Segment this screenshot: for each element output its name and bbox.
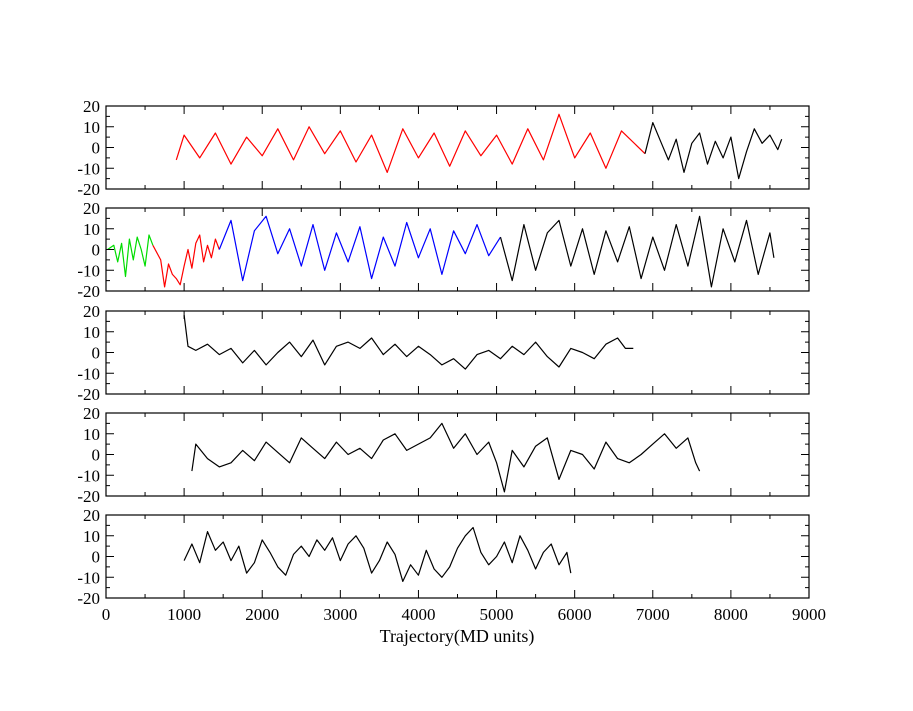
x-tick-label: 1000	[167, 605, 201, 624]
y-tick-label: 20	[83, 302, 100, 321]
panel-5-frame	[105, 514, 810, 599]
x-tick-label: 3000	[323, 605, 357, 624]
panel-1: 20 10 0-10 -20	[77, 97, 810, 199]
y-tick-label: 0	[92, 139, 101, 158]
y-tick-label: 20	[83, 199, 100, 218]
y-tick-label: 0	[92, 548, 101, 567]
panel-2-frame	[105, 207, 810, 292]
panel-2-series-1	[107, 234, 154, 278]
y-tick-label: -10	[77, 159, 100, 178]
y-tick-label: -20	[77, 385, 100, 404]
x-tick-label: 0	[102, 605, 111, 624]
x-tick-label: 2000	[245, 605, 279, 624]
y-tick-label: -20	[77, 282, 100, 301]
panel-2: 20 10 0-10 -20	[77, 199, 810, 301]
panel-1-series-1	[175, 113, 646, 173]
panel-5: 20 10 0-10 -20	[77, 506, 810, 608]
panel-3-series-1	[183, 315, 634, 370]
panel-1-series-2	[644, 121, 783, 180]
panel-2-series-2	[152, 234, 220, 288]
x-tick-label: 7000	[636, 605, 670, 624]
panel-4-series-1	[191, 422, 701, 493]
y-tick-label: 20	[83, 97, 100, 116]
y-tick-label: -20	[77, 589, 100, 608]
y-tick-label: 0	[92, 241, 101, 260]
panel-2-series-4	[499, 215, 775, 288]
panel-3-frame	[105, 310, 810, 395]
y-tick-label: -10	[77, 466, 100, 485]
y-tick-label: 10	[83, 425, 100, 444]
y-tick-label: -10	[77, 261, 100, 280]
y-tick-label: -10	[77, 364, 100, 383]
y-tick-label: 10	[83, 323, 100, 342]
x-axis-label: Trajectory(MD units)	[380, 626, 535, 647]
panel-2-series-3	[218, 215, 502, 282]
x-tick-label: 8000	[714, 605, 748, 624]
panel-3: 20 10 0-10 -20	[77, 302, 810, 404]
y-tick-label: -20	[77, 487, 100, 506]
y-tick-label: 20	[83, 404, 100, 423]
y-tick-label: -20	[77, 180, 100, 199]
y-tick-label: 10	[83, 220, 100, 239]
x-axis: 0 1000 2000 3000 4000 5000 6000 7000 8000 9000	[102, 605, 826, 624]
panel-5-series-1	[183, 526, 572, 583]
panel-4: 20 10 0-10 -20	[77, 404, 810, 506]
y-tick-label: 0	[92, 446, 101, 465]
panel-4-frame	[105, 412, 810, 497]
y-tick-label: -10	[77, 568, 100, 587]
y-tick-label: 20	[83, 506, 100, 525]
x-tick-label: 5000	[480, 605, 514, 624]
x-tick-label: 4000	[401, 605, 435, 624]
y-tick-label: 10	[83, 118, 100, 137]
panels-layer: 20100-10-2020100-10-2020100-10-2020100-1…	[77, 97, 810, 608]
y-tick-label: 10	[83, 527, 100, 546]
y-tick-label: 0	[92, 344, 101, 363]
x-tick-label: 9000	[792, 605, 826, 624]
x-tick-label: 6000	[558, 605, 592, 624]
